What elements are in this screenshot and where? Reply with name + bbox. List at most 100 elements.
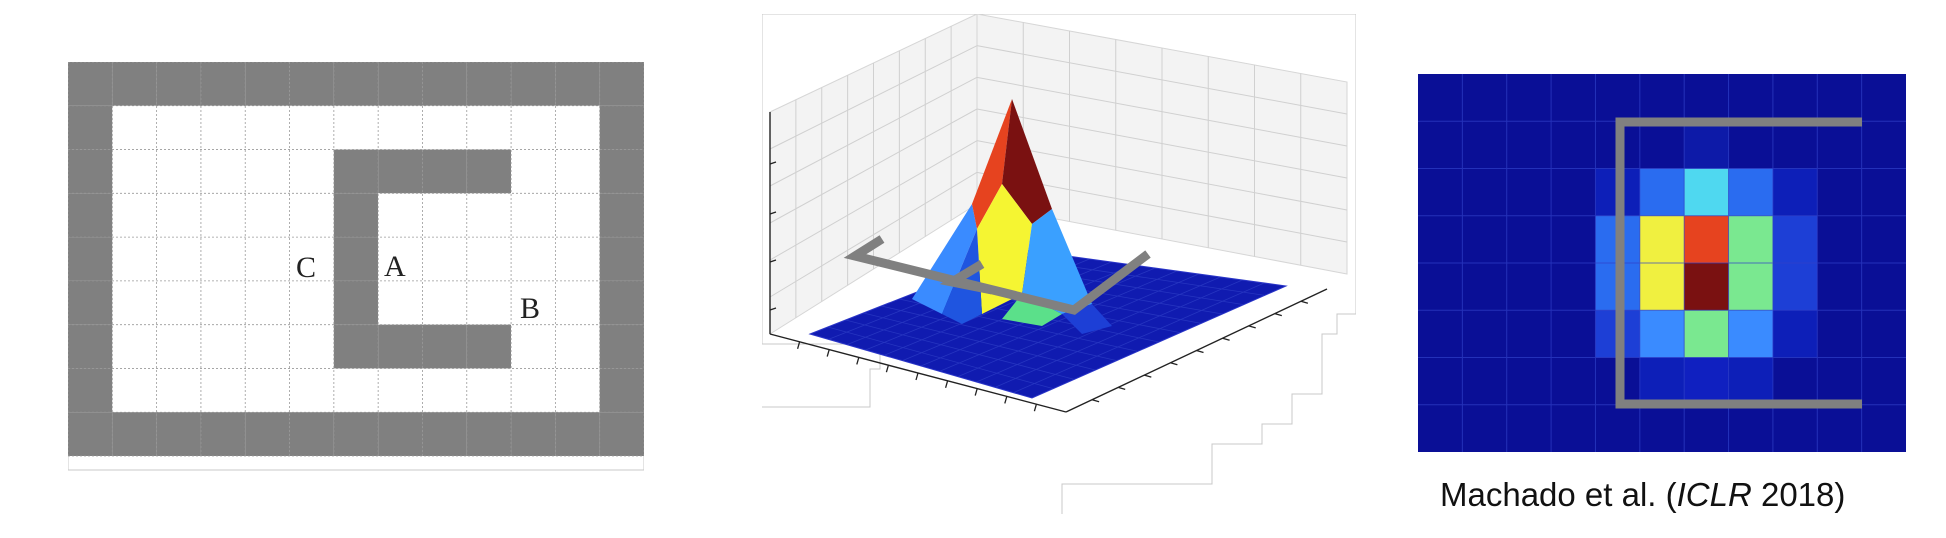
heatmap-cell xyxy=(1684,310,1730,358)
grid-cell xyxy=(555,368,600,413)
heatmap-cell xyxy=(1817,310,1863,358)
grid-wall-cell xyxy=(422,412,467,456)
gridworld-diagram: C A B xyxy=(67,55,645,471)
grid-cell xyxy=(112,324,157,369)
grid-wall-cell xyxy=(599,193,644,238)
heatmap-cell xyxy=(1551,168,1596,217)
grid-wall-cell xyxy=(112,62,157,106)
grid-wall-cell xyxy=(333,193,379,238)
grid-cell xyxy=(511,193,556,238)
grid-cell xyxy=(245,149,290,194)
grid-wall-cell xyxy=(333,324,379,369)
grid-cell xyxy=(200,237,246,281)
heatmap-cell xyxy=(1418,310,1463,358)
heatmap-cell xyxy=(1462,357,1508,406)
heatmap-cell xyxy=(1551,215,1596,264)
heatmap-cell xyxy=(1506,215,1552,264)
heatmap-cell xyxy=(1861,310,1907,358)
grid-wall-cell xyxy=(511,412,556,456)
grid-cell xyxy=(112,193,157,238)
heatmap-cell xyxy=(1639,168,1685,217)
heatmap-cell xyxy=(1418,74,1463,122)
grid-cell xyxy=(378,280,423,325)
citation-year: 2018) xyxy=(1751,476,1846,513)
heatmap-cell xyxy=(1861,74,1907,122)
grid-wall-cell xyxy=(555,412,600,456)
heatmap-cell xyxy=(1462,404,1508,453)
heatmap-cell xyxy=(1684,121,1730,169)
grid-cell xyxy=(289,149,334,194)
grid-cell xyxy=(466,105,512,150)
citation: Machado et al. (ICLR 2018) xyxy=(1440,476,1845,514)
grid-cell xyxy=(333,368,379,413)
heatmap-cell xyxy=(1551,121,1596,169)
heatmap xyxy=(1418,74,1907,453)
grid-wall-cell xyxy=(466,62,512,106)
grid-wall-cell xyxy=(422,324,467,369)
grid-wall-cell xyxy=(333,237,379,281)
grid-wall-cell xyxy=(200,412,246,456)
grid-wall-cell xyxy=(378,412,423,456)
grid-wall-cell xyxy=(112,412,157,456)
heatmap-cell xyxy=(1684,74,1730,122)
heatmap-cell xyxy=(1817,404,1863,453)
grid-cell xyxy=(289,193,334,238)
heatmap-cell xyxy=(1861,357,1907,406)
heatmap-cell xyxy=(1684,404,1730,453)
grid-cell xyxy=(200,193,246,238)
grid-cell xyxy=(511,368,556,413)
grid-cell xyxy=(466,368,512,413)
grid-cell xyxy=(511,105,556,150)
grid-wall-cell xyxy=(68,324,113,369)
grid-wall-cell xyxy=(68,105,113,150)
grid-cell xyxy=(156,324,201,369)
heatmap-cell xyxy=(1684,357,1730,406)
heatmap-cell xyxy=(1639,310,1685,358)
heatmap-cell xyxy=(1861,168,1907,217)
heatmap-cell xyxy=(1728,74,1774,122)
heatmap-cell xyxy=(1817,74,1863,122)
grid-cell xyxy=(378,105,423,150)
heatmap-cell xyxy=(1772,168,1818,217)
grid-cell xyxy=(466,193,512,238)
grid-cell xyxy=(200,280,246,325)
grid-wall-cell xyxy=(599,149,644,194)
heatmap-cell xyxy=(1861,215,1907,264)
heatmap-cell xyxy=(1639,263,1685,311)
heatmap-cell xyxy=(1639,121,1685,169)
grid-wall-cell xyxy=(156,62,201,106)
heatmap-cell xyxy=(1817,168,1863,217)
grid-cell xyxy=(156,105,201,150)
grid-wall-cell xyxy=(68,193,113,238)
heatmap-cell xyxy=(1728,357,1774,406)
grid-wall-cell xyxy=(599,368,644,413)
grid-wall-cell xyxy=(422,62,467,106)
heatmap-cell xyxy=(1595,74,1641,122)
grid-cell xyxy=(511,149,556,194)
grid-cell xyxy=(555,237,600,281)
grid-cell xyxy=(422,193,467,238)
grid-cell xyxy=(245,105,290,150)
heatmap-cell xyxy=(1506,404,1552,453)
heatmap-cell xyxy=(1506,357,1552,406)
grid-cell xyxy=(289,105,334,150)
heatmap-cell xyxy=(1551,404,1596,453)
heatmap-cell xyxy=(1595,404,1641,453)
heatmap-cell xyxy=(1772,121,1818,169)
grid-cell xyxy=(422,237,467,281)
grid-cell xyxy=(466,280,512,325)
grid-cell xyxy=(112,368,157,413)
heatmap-cell xyxy=(1817,263,1863,311)
grid-wall-cell xyxy=(333,62,379,106)
grid-wall-cell xyxy=(68,237,113,281)
grid-wall-cell xyxy=(289,62,334,106)
grid-cell xyxy=(289,324,334,369)
heatmap-cell xyxy=(1551,357,1596,406)
grid-cell xyxy=(378,237,423,281)
grid-wall-cell xyxy=(599,105,644,150)
heatmap-cell xyxy=(1418,357,1463,406)
grid-wall-cell xyxy=(68,412,113,456)
heatmap-cell xyxy=(1462,310,1508,358)
heatmap-panel xyxy=(1418,74,1907,453)
grid-cell xyxy=(112,280,157,325)
